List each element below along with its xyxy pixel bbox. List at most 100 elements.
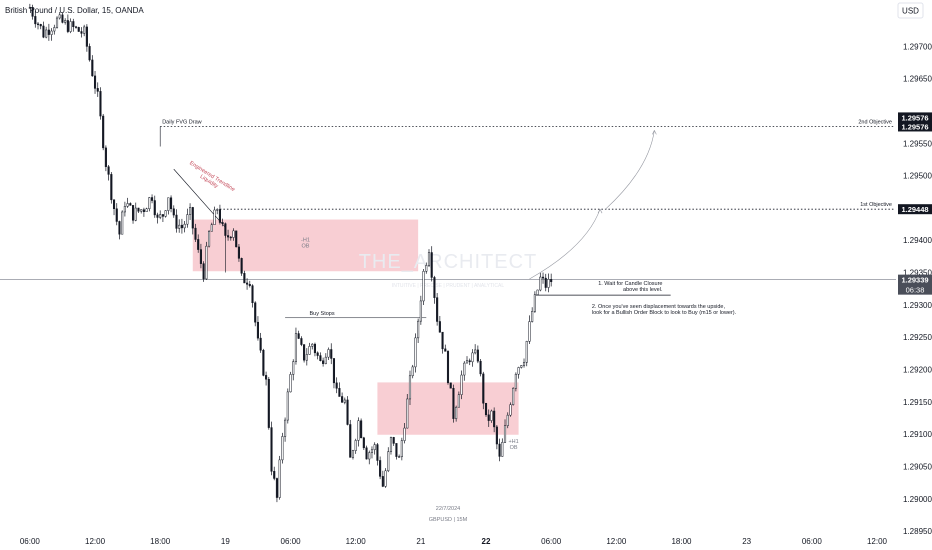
trendline-label-group: Engineered TrendlineLiquidity: [188, 160, 236, 193]
price-tick-label: 1.29100: [903, 430, 932, 439]
candle-down: [487, 414, 490, 421]
price-tick-label: 1.29050: [903, 462, 932, 471]
candle-up: [186, 214, 189, 225]
candle-up: [514, 373, 517, 389]
candle-up: [370, 449, 374, 453]
watermark-subtitle: INTUITIVE | PRECISE | PRUDENT | ANALYTIC…: [392, 283, 505, 289]
candle-down: [262, 349, 265, 376]
price-axis[interactable]: 1.28950 1.29000 1.29050 1.29100 1.29150 1.292…: [898, 42, 932, 536]
objective-label: 1st Objective: [860, 202, 892, 208]
candle-up: [408, 375, 412, 400]
candle-down: [137, 207, 140, 212]
candle-up: [460, 374, 463, 395]
trendline: [173, 168, 226, 228]
candle-up: [509, 404, 512, 416]
candle-down: [498, 443, 501, 457]
time-tick-label: 12:00: [867, 537, 888, 546]
candle-up: [389, 437, 393, 452]
footer-date: 22/7/2024: [436, 506, 460, 512]
price-box-level-box: [898, 121, 932, 132]
candle-down: [93, 75, 97, 89]
step2-note: 2. Once you've seen displacement towards…: [592, 304, 737, 316]
candle-up: [547, 279, 550, 288]
time-tick-label: 12:00: [85, 537, 106, 546]
candle-down: [251, 285, 254, 303]
candle-down: [104, 147, 107, 167]
candle-down: [322, 360, 325, 364]
candle-down: [74, 26, 78, 28]
price-tick-label: 1.29000: [903, 495, 932, 504]
candle-up: [528, 321, 531, 342]
candle-down: [180, 224, 183, 229]
candle-up: [343, 399, 346, 403]
watermark-text: THE_ARCHITECT: [359, 251, 538, 273]
candle-down: [267, 378, 270, 428]
candle-down: [376, 444, 379, 461]
candle-down: [199, 249, 202, 264]
candle-down: [476, 349, 479, 362]
candle-up: [422, 271, 425, 302]
candle-up: [522, 362, 526, 366]
time-tick-label: 21: [416, 537, 425, 546]
candle-down: [172, 208, 175, 216]
candle-up: [465, 360, 469, 364]
candle-down: [31, 7, 34, 17]
candle-up: [69, 21, 72, 32]
candle-up: [210, 224, 213, 232]
time-tick-label: 12:00: [606, 537, 627, 546]
candle-up: [406, 398, 409, 429]
price-box-level-box: [898, 204, 932, 215]
time-tick-label: 18:00: [150, 537, 171, 546]
candle-down: [259, 337, 262, 351]
candle-up: [305, 354, 308, 361]
candle-up: [373, 444, 376, 451]
candle-up: [525, 341, 528, 363]
candle-down: [102, 115, 105, 149]
arrow-head-icon: [652, 130, 657, 135]
candle-down: [550, 279, 553, 283]
candle-up: [289, 374, 292, 393]
candle-up: [384, 470, 387, 487]
currency-button[interactable]: USD: [897, 2, 924, 19]
time-axis[interactable]: 06:00 12:00 18:00 19 06:00 12:00 21 22 06:00 12:0…: [20, 537, 888, 546]
candle-up: [463, 362, 466, 376]
candle-down: [335, 382, 338, 389]
candle-down: [275, 478, 278, 498]
time-tick-label: 23: [742, 537, 751, 546]
candle-up: [403, 427, 406, 441]
candle-up: [506, 414, 509, 426]
buy-stops-label: Buy Stops: [310, 311, 335, 317]
candle-down: [66, 20, 69, 32]
footer-symbol: GBPUSD | 15M: [429, 517, 468, 523]
candle-down: [197, 239, 200, 250]
candle-down: [544, 277, 547, 288]
candle-up: [126, 203, 129, 207]
candle-down: [493, 410, 496, 428]
candle-down: [395, 443, 398, 457]
candle-up: [368, 452, 371, 460]
candle-up: [324, 356, 327, 364]
candle-up: [354, 440, 357, 451]
watermark-layer: THE_ARCHITECT INTUITIVE | PRECISE | PRUD…: [359, 251, 538, 289]
candle-up: [400, 440, 403, 458]
candle-down: [218, 209, 221, 223]
candle-down: [77, 27, 80, 32]
candle-down: [235, 230, 238, 248]
candle-up: [512, 387, 515, 405]
candle-up: [55, 17, 59, 28]
zone-layer: [192, 219, 519, 435]
candle-up: [387, 451, 390, 472]
candle-down: [300, 338, 303, 345]
price-box-upper-box: [898, 112, 932, 123]
candle-up: [417, 320, 420, 339]
candle-down: [316, 352, 319, 356]
candle-up: [533, 294, 536, 312]
candle-down: [441, 331, 444, 350]
candle-up: [216, 209, 219, 211]
candle-down: [341, 396, 344, 403]
candle-up: [183, 223, 186, 229]
time-tick-label: 06:00: [802, 537, 823, 546]
candle-down: [319, 355, 322, 361]
candle-down: [150, 197, 154, 201]
